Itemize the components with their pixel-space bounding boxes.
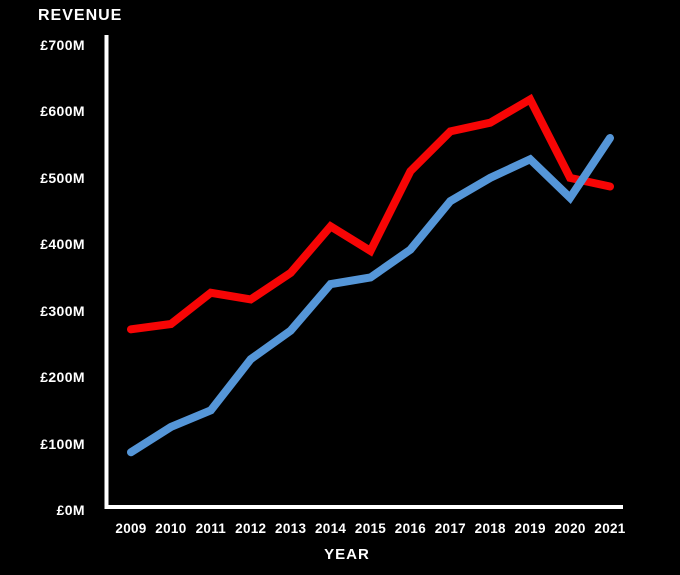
x-tick-label: 2018 [474,521,506,536]
revenue-blue-line [127,134,615,457]
x-tick-label: 2016 [394,521,427,536]
y-tick-label: £400M [40,236,85,253]
y-tick-label: £100M [40,435,85,452]
chart-title: REVENUE [38,7,123,24]
x-tick-label: 2020 [554,521,586,536]
x-tick-label: 2010 [155,521,187,536]
y-tick-label: £500M [40,169,85,186]
series-group [127,93,615,457]
x-tick-label: 2019 [514,521,546,536]
x-tick-label: 2014 [314,521,347,536]
y-tick-label: £700M [40,37,85,53]
x-axis-title: YEAR [324,546,370,563]
y-tick-label: £300M [40,302,85,319]
x-tick-label: 2021 [594,521,626,536]
y-tick-label: £200M [40,369,85,386]
x-tick-label: 2011 [195,521,227,536]
x-tick-label: 2012 [235,521,267,536]
y-tick-label: £600M [40,103,85,120]
x-tick-label: 2015 [354,521,387,536]
x-tick-label: 2009 [115,521,147,536]
y-tick-label: £0M [56,502,85,518]
x-tick-label: 2013 [275,521,307,536]
revenue-red-line [127,93,615,334]
x-tick-label: 2017 [434,521,466,536]
